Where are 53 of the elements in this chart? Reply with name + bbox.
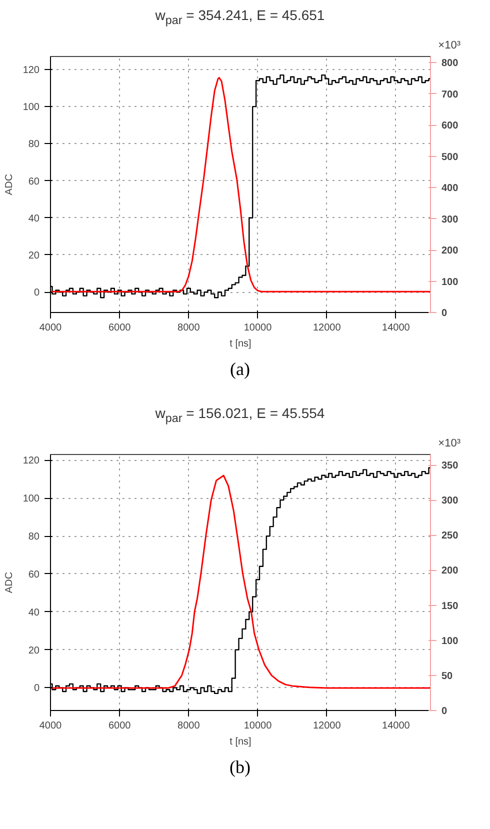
chart-title: w$_{par}$ = 354.241, E = 45.651 — [154, 6, 326, 29]
y-tick-label: 60 — [28, 569, 40, 580]
y-tick-label: 120 — [22, 64, 40, 76]
y-tick-label: 100 — [22, 494, 40, 505]
x-tick-label: 6000 — [108, 720, 132, 732]
y-tick-label: 40 — [28, 213, 40, 224]
x-tick-label: 14000 — [382, 720, 410, 732]
y-tick-label: 40 — [28, 607, 40, 618]
y2-tick-label: 50 — [442, 670, 454, 682]
x-tick-label: 10000 — [244, 720, 272, 732]
x-tick-label: 8000 — [178, 720, 200, 732]
y-tick-label: 20 — [28, 250, 40, 262]
y2-tick-label: 100 — [442, 636, 459, 647]
y-tick-label: 20 — [28, 645, 40, 656]
y2-tick-label: 300 — [442, 214, 459, 226]
x-tick-label: 12000 — [312, 322, 342, 334]
x-tick-label: 4000 — [39, 720, 62, 732]
x-axis-title: t [ns] — [230, 736, 252, 748]
y-axis-title: ADC — [4, 572, 15, 594]
x-tick-label: 4000 — [39, 322, 62, 334]
y2-tick-label: 200 — [442, 566, 459, 577]
y-tick-label: 80 — [28, 139, 40, 150]
y-tick-label: 60 — [28, 176, 40, 188]
y2-tick-label: 400 — [442, 183, 459, 194]
y2-tick-label: 300 — [442, 496, 459, 507]
text: (a) — [229, 358, 251, 381]
y-tick-label: 80 — [28, 532, 40, 543]
y2-tick-label: 0 — [442, 706, 448, 717]
y2-tick-label: 500 — [442, 152, 459, 163]
y2-tick-label: 150 — [442, 600, 459, 612]
y2-tick-label: 0 — [442, 308, 448, 319]
y2-tick-label: 250 — [442, 530, 459, 542]
x-tick-label: 14000 — [382, 322, 410, 334]
chart-title: w$_{par}$ = 156.021, E = 45.554 — [154, 404, 326, 427]
y-tick-label: 120 — [22, 456, 40, 467]
text: ×10³ — [438, 40, 461, 52]
y-tick-label: 0 — [34, 288, 40, 299]
x-tick-label: 8000 — [178, 322, 200, 334]
text: (b) — [228, 756, 252, 779]
y2-tick-label: 800 — [442, 58, 459, 70]
y-tick-label: 0 — [34, 683, 40, 694]
y-axis-title: ADC — [4, 174, 15, 196]
y2-tick-label: 100 — [442, 276, 459, 288]
x-tick-label: 6000 — [108, 322, 132, 334]
y2-tick-label: 700 — [442, 89, 459, 100]
text: ×10³ — [438, 438, 461, 450]
y2-tick-label: 200 — [442, 246, 459, 257]
x-tick-label: 12000 — [312, 720, 342, 732]
y2-tick-label: 600 — [442, 120, 459, 132]
x-axis-title: t [ns] — [230, 338, 252, 350]
y2-tick-label: 350 — [442, 460, 459, 472]
x-tick-label: 10000 — [244, 322, 272, 334]
y-tick-label: 100 — [22, 102, 40, 114]
